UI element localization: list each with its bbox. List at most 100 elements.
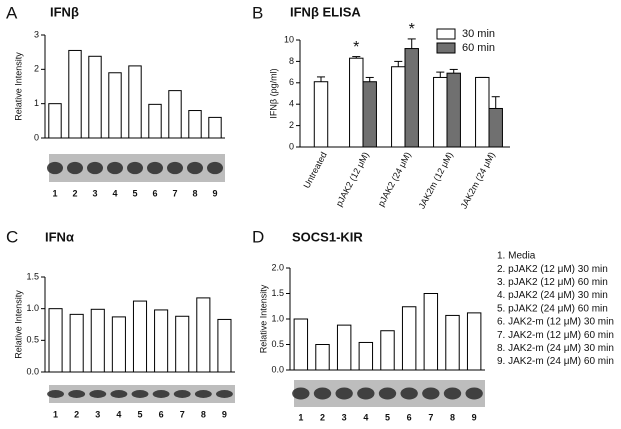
key-item: 9. JAK2-m (24 μM) 60 min <box>497 356 614 367</box>
bar <box>475 76 490 148</box>
y-tick-label: 6 <box>289 77 294 87</box>
panel-letter: D <box>252 227 264 246</box>
blot-band <box>378 387 397 400</box>
bar <box>380 330 395 371</box>
bar <box>313 81 329 148</box>
y-axis-label: IFNβ (pg/ml) <box>268 68 278 118</box>
y-tick-label: 0.0 <box>271 364 284 374</box>
y-tick-label: 4 <box>289 99 294 109</box>
y-tick-label: 0.5 <box>26 335 39 345</box>
key-item: 1. Media <box>497 251 536 262</box>
bar <box>69 313 84 373</box>
lane-number: 5 <box>137 409 142 419</box>
lane-number: 9 <box>212 188 217 198</box>
x-tick-label: JAK2m (12 μM) <box>417 150 455 210</box>
lane-number: 8 <box>450 412 455 422</box>
bar <box>217 318 232 373</box>
blot-band <box>400 387 418 400</box>
bar <box>336 324 352 371</box>
lane-number: 5 <box>132 188 137 198</box>
chart-title: IFNβ ELISA <box>290 4 361 19</box>
blot-band <box>47 390 64 398</box>
blot-band <box>131 390 149 398</box>
blot-band <box>173 390 191 398</box>
y-tick-label: 1.0 <box>26 303 39 313</box>
bar <box>446 72 461 148</box>
bar <box>108 72 122 139</box>
bar <box>362 81 377 148</box>
blot-band <box>207 161 223 175</box>
lane-number: 7 <box>180 409 185 419</box>
lane-number: 8 <box>192 188 197 198</box>
blot-band <box>357 387 375 400</box>
blot-band <box>127 161 143 175</box>
blot-band <box>187 161 203 175</box>
bar <box>111 316 126 373</box>
chart-title: SOCS1-KIR <box>292 229 363 244</box>
lane-number: 7 <box>428 412 433 422</box>
bar <box>175 315 190 373</box>
blot-band <box>147 161 163 175</box>
x-tick-label: pJAK2 (12 μM) <box>334 150 371 208</box>
bar <box>358 341 374 371</box>
legend-swatch <box>436 42 456 54</box>
lane-number: 6 <box>159 409 164 419</box>
key-item: 3. pJAK2 (12 μM) 60 min <box>497 277 608 288</box>
key-item: 7. JAK2-m (12 μM) 60 min <box>497 330 614 341</box>
lane-number: 2 <box>320 412 325 422</box>
lane-number: 1 <box>53 409 58 419</box>
y-axis-label: Relative Intensity <box>13 290 23 359</box>
y-tick-label: 3 <box>34 29 39 39</box>
y-axis-label: Relative Intensity <box>258 284 268 353</box>
x-tick-label: Untreated <box>301 150 328 190</box>
lane-number: 6 <box>407 412 412 422</box>
bar <box>349 57 364 148</box>
lane-number: 5 <box>385 412 390 422</box>
blot-band <box>107 161 123 175</box>
key-item: 6. JAK2-m (12 μM) 30 min <box>497 317 614 328</box>
blot-band <box>465 387 483 400</box>
key-item: 5. pJAK2 (24 μM) 60 min <box>497 303 608 314</box>
y-axis-label: Relative Intensity <box>13 52 23 121</box>
bar <box>88 55 102 139</box>
blot-band <box>313 387 332 400</box>
blot-band <box>87 161 103 175</box>
lane-number: 3 <box>92 188 97 198</box>
bar <box>401 306 417 371</box>
bar <box>423 293 439 371</box>
blot-band <box>194 390 212 398</box>
lane-number: 2 <box>72 188 77 198</box>
blot-band <box>89 390 107 398</box>
y-tick-label: 1.0 <box>271 313 284 323</box>
bar <box>433 76 448 148</box>
bar <box>488 107 503 148</box>
bar <box>48 103 62 139</box>
lane-number: 4 <box>116 409 121 419</box>
y-tick-label: 0.5 <box>271 339 284 349</box>
bar <box>68 49 82 139</box>
bar <box>404 48 419 148</box>
lane-number: 1 <box>52 188 57 198</box>
y-tick-label: 10 <box>284 34 294 44</box>
blot-band <box>152 390 170 398</box>
lane-number: 2 <box>74 409 79 419</box>
annotation: * <box>353 39 359 56</box>
lane-number: 9 <box>222 409 227 419</box>
y-tick-label: 2 <box>289 120 294 130</box>
lane-number: 4 <box>112 188 117 198</box>
bar <box>466 312 482 371</box>
bar <box>154 309 169 373</box>
blot-band <box>167 161 183 175</box>
y-tick-label: 2.0 <box>271 262 284 272</box>
y-tick-label: 0 <box>289 141 294 151</box>
lane-number: 8 <box>201 409 206 419</box>
y-tick-label: 0 <box>34 132 39 142</box>
blot-band <box>422 387 440 400</box>
bar <box>128 65 142 139</box>
y-tick-label: 1.5 <box>271 288 284 298</box>
blot-band <box>110 390 128 398</box>
bar <box>90 308 105 373</box>
key-item: 8. JAK2-m (24 μM) 30 min <box>497 343 614 354</box>
bar <box>148 103 162 139</box>
